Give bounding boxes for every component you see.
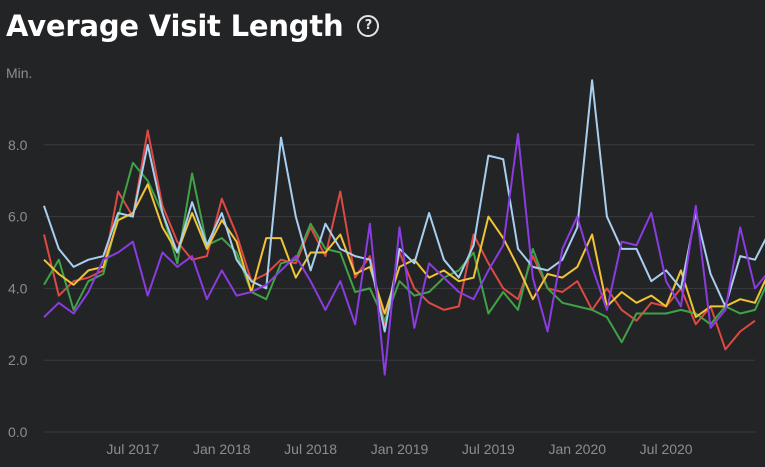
x-tick-label: Jul 2017 bbox=[106, 441, 159, 457]
y-tick-label: 2.0 bbox=[8, 352, 28, 368]
question-circle-icon[interactable]: ? bbox=[357, 15, 380, 37]
series-line-3[interactable] bbox=[43, 183, 765, 319]
series-line-1[interactable] bbox=[43, 129, 756, 351]
x-tick-label: Jan 2019 bbox=[371, 441, 429, 457]
y-tick-label: 4.0 bbox=[8, 280, 28, 296]
y-tick-label: 0.0 bbox=[8, 424, 28, 440]
title-row: Average Visit Length ? bbox=[6, 4, 380, 48]
series-lines bbox=[43, 79, 765, 376]
series-line-5[interactable] bbox=[43, 133, 765, 376]
y-axis-ticks: 0.0 2.0 4.0 6.0 8.0 bbox=[8, 137, 28, 440]
x-tick-label: Jan 2018 bbox=[193, 441, 251, 457]
y-tick-label: 6.0 bbox=[8, 209, 28, 225]
x-tick-label: Jul 2020 bbox=[640, 441, 693, 457]
x-tick-label: Jan 2020 bbox=[548, 441, 606, 457]
x-tick-label: Jul 2018 bbox=[284, 441, 337, 457]
x-tick-label: Jul 2019 bbox=[462, 441, 515, 457]
series-line-4[interactable] bbox=[43, 79, 765, 333]
gridlines bbox=[44, 144, 755, 433]
y-axis-unit-label: Min. bbox=[6, 65, 32, 81]
x-axis-ticks: Jul 2017 Jan 2018 Jul 2018 Jan 2019 Jul 2019… bbox=[106, 441, 692, 457]
y-tick-label: 8.0 bbox=[8, 137, 28, 153]
chart-title: Average Visit Length bbox=[6, 9, 344, 43]
